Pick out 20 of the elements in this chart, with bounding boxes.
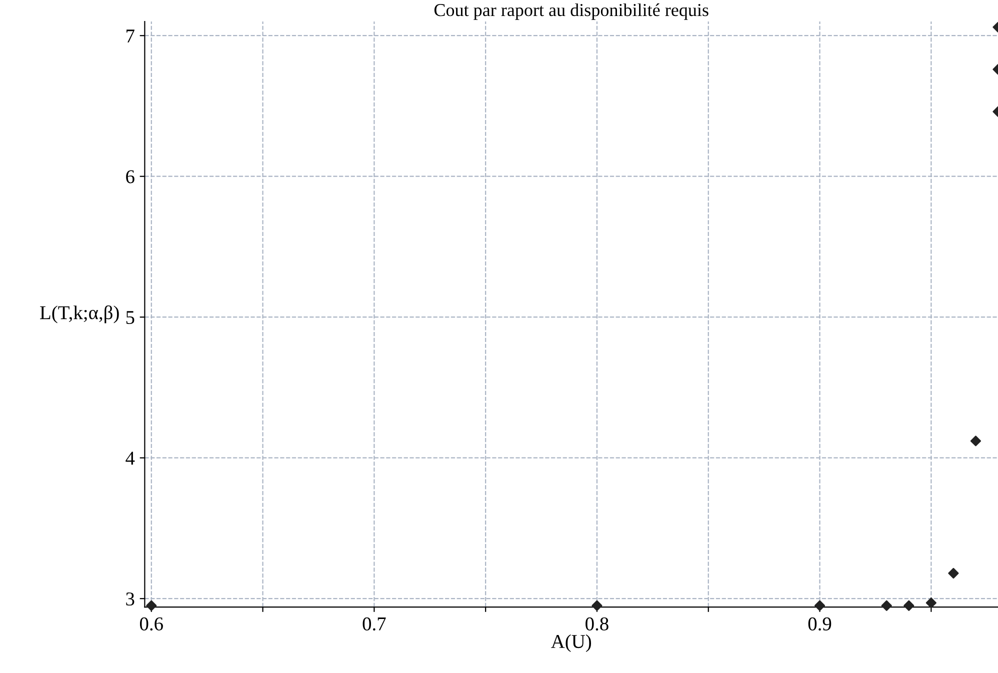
point bbox=[948, 568, 959, 579]
chart-title: Cout par raport au disponibilité requis bbox=[434, 3, 708, 20]
y-tick-label: 5 bbox=[126, 311, 134, 324]
point bbox=[814, 600, 826, 611]
x-tick-label: 0.9 bbox=[808, 617, 832, 631]
y-axis-title: L(T,k;α,β) bbox=[40, 305, 119, 324]
y-tick-label: 7 bbox=[126, 30, 134, 42]
point bbox=[904, 600, 914, 611]
y-tick-label: 4 bbox=[126, 452, 135, 465]
point bbox=[146, 600, 157, 611]
point bbox=[592, 600, 602, 611]
point bbox=[926, 598, 936, 608]
y-tick-label: 3 bbox=[126, 592, 134, 606]
x-tick-label: 0.8 bbox=[586, 617, 608, 631]
x-tick-label: 0.6 bbox=[140, 617, 163, 631]
point bbox=[881, 600, 892, 611]
x-tick-label: 0.7 bbox=[362, 617, 386, 631]
y-tick-label: 6 bbox=[126, 170, 134, 184]
point bbox=[970, 436, 982, 446]
x-axis-title: A(U) bbox=[551, 634, 592, 652]
